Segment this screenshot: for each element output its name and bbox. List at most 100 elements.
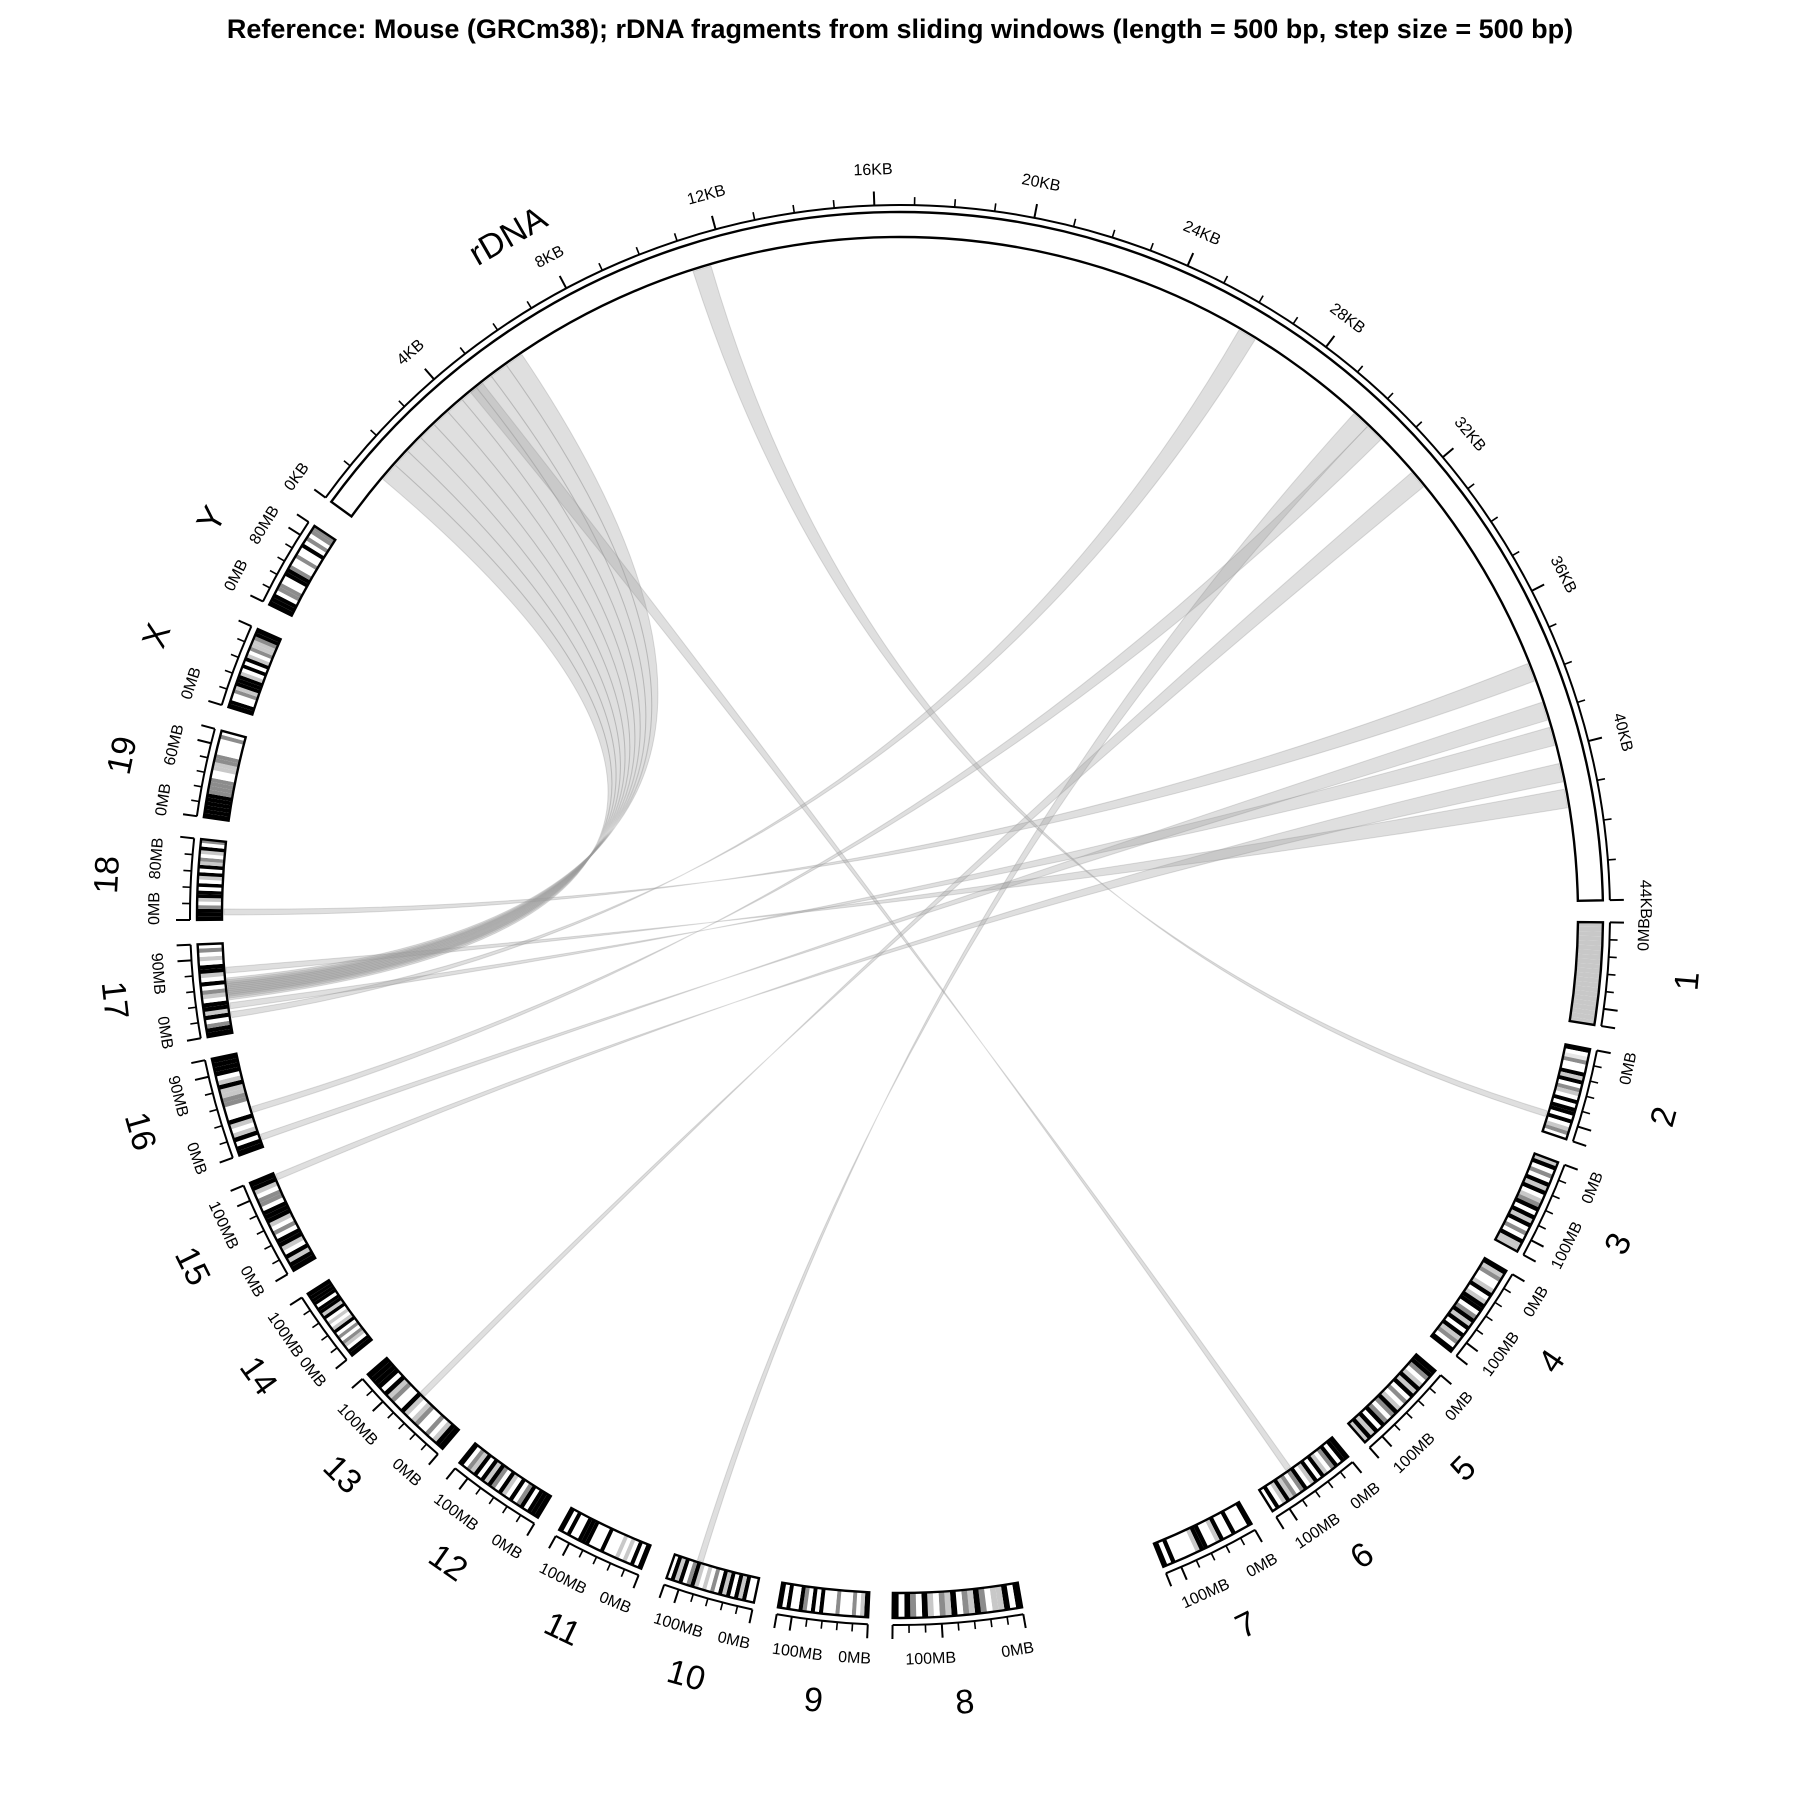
tick-label: 32KB <box>1451 414 1489 455</box>
cytoband <box>1473 1272 1498 1290</box>
cytoband <box>198 963 225 970</box>
axis-tick <box>458 1477 469 1490</box>
cytoband <box>319 1296 342 1314</box>
cytoband <box>1392 1377 1415 1398</box>
cytoband <box>343 1329 366 1348</box>
cytoband <box>311 1285 335 1303</box>
axis-tick <box>249 594 264 603</box>
cytoband <box>1259 1487 1277 1512</box>
cytoband <box>383 1375 406 1396</box>
cytoband <box>217 742 243 753</box>
cytoband <box>1560 1063 1586 1073</box>
cytoband <box>417 1408 439 1430</box>
cytoband <box>559 1507 575 1532</box>
cytoband <box>296 550 321 567</box>
axis-tick <box>387 1411 395 1419</box>
cytoband <box>213 761 239 772</box>
axis-tick <box>710 215 717 230</box>
cytoband <box>1371 1399 1392 1421</box>
axis-tick <box>236 1199 251 1208</box>
cytoband <box>248 646 274 660</box>
axis-tick <box>501 1505 508 1514</box>
cytoband <box>214 1066 241 1077</box>
cytoband <box>223 1100 250 1112</box>
axis-tick <box>1165 1572 1173 1587</box>
axis-tick <box>835 1622 839 1631</box>
cytoband <box>1471 1276 1495 1294</box>
axis-tick <box>620 1569 626 1578</box>
axis-tick <box>832 200 835 209</box>
axis-tick <box>366 1389 374 1397</box>
axis-tick <box>805 1618 808 1627</box>
cytoband <box>459 1443 479 1466</box>
cytoband <box>258 1193 284 1208</box>
cytoband <box>1262 1485 1280 1509</box>
chromosome-name: 10 <box>663 1652 710 1699</box>
cytoband <box>424 1414 445 1437</box>
axis-tick <box>492 323 499 331</box>
cytoband <box>199 976 226 983</box>
axis-tick <box>303 1309 311 1316</box>
cytoband <box>831 1589 838 1616</box>
cytoband <box>255 1185 280 1200</box>
cytoband <box>1276 1476 1294 1500</box>
axis-tick <box>269 569 278 576</box>
tick-label: 80MB <box>247 503 283 548</box>
cytoband <box>1549 1105 1575 1117</box>
ideogram-outline <box>1429 1256 1508 1354</box>
cytoband <box>1547 1112 1573 1124</box>
cytoband <box>1521 1181 1547 1196</box>
cytoband <box>618 1536 633 1561</box>
cytoband <box>270 1216 295 1232</box>
chromosome-18: 0MB 80MB 18 <box>87 835 228 925</box>
ideogram-outline <box>1152 1500 1254 1569</box>
tick-label: 0MB <box>154 1015 176 1050</box>
cytoband <box>725 1571 736 1598</box>
cytoband <box>1562 1055 1588 1066</box>
axis-tick <box>1593 1065 1602 1069</box>
cytoband <box>349 1337 372 1356</box>
cytoband <box>1165 1536 1180 1562</box>
axis-tick <box>1368 1446 1380 1459</box>
cytoband <box>729 1572 740 1599</box>
tick-label: 100MB <box>1292 1510 1344 1553</box>
chromosome-name: 9 <box>802 1680 825 1720</box>
cytoband <box>462 1446 482 1469</box>
cytoband <box>1383 1387 1405 1408</box>
chromosome-name: 5 <box>1443 1449 1483 1489</box>
axis-tick <box>335 1359 348 1370</box>
cytoband <box>197 897 223 902</box>
cytoband <box>212 1057 239 1068</box>
axis-tick <box>409 1433 416 1441</box>
chromosome-4: 0MB 100MB 4 <box>1429 1256 1573 1380</box>
cytoband <box>230 1121 256 1134</box>
axis-tick <box>1522 1253 1537 1263</box>
cytoband <box>697 1564 709 1590</box>
tick-label: 60MB <box>161 723 187 768</box>
chromosome-rdna: 0KB 4KB 8KB 12KB 16KB 20KB 24KB 28KB 32KB 36KB 40K… <box>281 161 1654 919</box>
cytoband <box>989 1586 999 1612</box>
cytoband <box>205 805 231 813</box>
axis-tick <box>719 1602 724 1611</box>
tick-label: 100MB <box>536 1560 589 1598</box>
axis-tick <box>1577 1125 1592 1132</box>
cytoband <box>1577 935 1603 942</box>
chromosome-9: 0MB 100MB 9 <box>771 1581 871 1720</box>
axis-tick <box>673 233 678 242</box>
cytoband <box>592 1524 607 1549</box>
cytoband <box>222 1096 248 1108</box>
chromosome-3: 0MB 100MB 3 <box>1493 1152 1639 1272</box>
axis-tick <box>526 300 533 309</box>
axis-tick <box>1327 1481 1334 1489</box>
axis-tick <box>1586 1095 1595 1100</box>
cytoband <box>325 1305 348 1323</box>
cytoband <box>290 560 315 578</box>
axis-tick <box>224 669 233 674</box>
cytoband <box>201 988 227 996</box>
axis-tick <box>1386 392 1394 400</box>
cytoband <box>581 1519 596 1544</box>
cytoband <box>254 632 280 646</box>
cytoband <box>271 597 296 613</box>
link-ribbon <box>420 471 1424 1397</box>
